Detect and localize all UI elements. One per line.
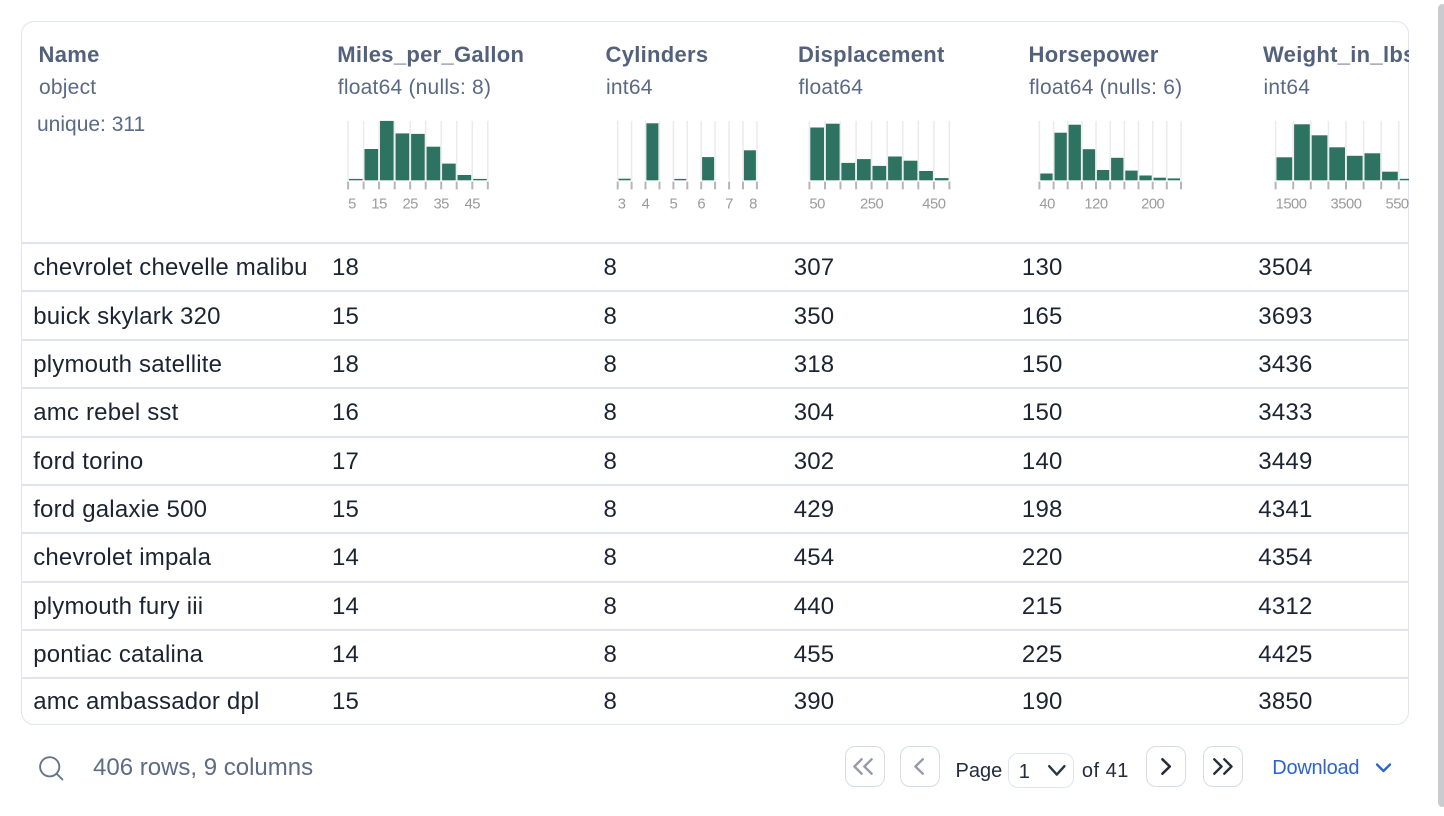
svg-text:1500: 1500 xyxy=(1276,197,1307,213)
svg-text:5: 5 xyxy=(348,197,356,213)
svg-text:40: 40 xyxy=(1039,197,1055,213)
svg-text:45: 45 xyxy=(465,197,481,213)
svg-text:15: 15 xyxy=(371,197,387,213)
svg-text:7: 7 xyxy=(725,197,733,213)
svg-text:200: 200 xyxy=(1141,197,1164,213)
svg-text:450: 450 xyxy=(922,197,945,213)
svg-text:5500: 5500 xyxy=(1385,197,1408,213)
svg-text:35: 35 xyxy=(433,197,449,213)
svg-text:3: 3 xyxy=(618,197,626,213)
svg-text:50: 50 xyxy=(809,197,825,213)
svg-text:3500: 3500 xyxy=(1331,197,1362,213)
svg-text:4: 4 xyxy=(642,197,650,213)
svg-text:8: 8 xyxy=(749,197,757,213)
svg-text:250: 250 xyxy=(860,197,883,213)
svg-text:120: 120 xyxy=(1084,197,1107,213)
svg-text:5: 5 xyxy=(670,197,678,213)
svg-text:6: 6 xyxy=(697,197,705,213)
svg-text:25: 25 xyxy=(402,197,418,213)
